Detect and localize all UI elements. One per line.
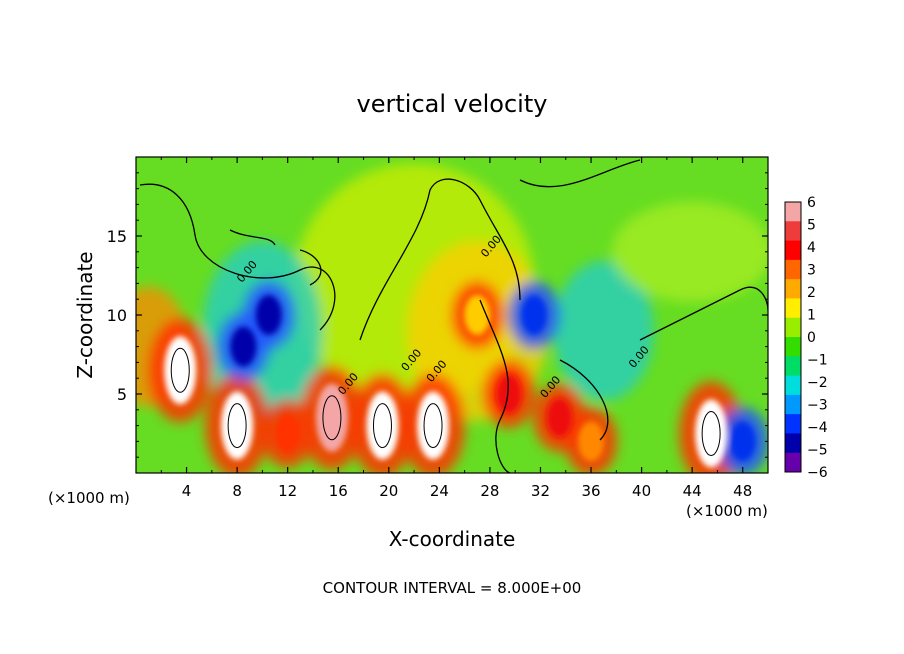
heatmap-band [553, 260, 654, 401]
zero-contour [479, 299, 511, 473]
heatmap-band [612, 201, 768, 302]
updraft-core [164, 336, 197, 405]
core-contour [227, 403, 247, 449]
colorbar-tick-label: 3 [807, 263, 816, 279]
colorbar-swatch [785, 375, 801, 396]
x-tick-label: 20 [379, 482, 398, 500]
x-tick-label: 36 [581, 482, 600, 500]
updraft-core [366, 391, 399, 460]
colorbar-tick-label: 6 [807, 195, 816, 211]
zero-contour [299, 249, 322, 286]
colorbar-tick-label: 0 [807, 330, 816, 346]
contour-interval-note: CONTOUR INTERVAL = 8.000E+00 [323, 579, 582, 597]
core-contour [372, 403, 392, 449]
colorbar-swatch [785, 452, 801, 473]
heatmap-field: 0.000.000.00 0.000.000.000.00 [136, 157, 768, 473]
colorbar-swatch [785, 240, 801, 261]
x-axis-label: X-coordinate [389, 527, 516, 551]
x-tick-label: 8 [232, 482, 242, 500]
colorbar-swatch [785, 221, 801, 242]
colorbar-swatch [785, 279, 801, 299]
updraft-core [274, 413, 301, 454]
chart-title: vertical velocity [357, 90, 548, 118]
zero-contour [229, 229, 276, 246]
zero-contour [359, 178, 521, 341]
colorbar-swatch [785, 394, 801, 415]
updraft-core [315, 383, 348, 452]
x-tick-label: 48 [733, 482, 752, 500]
colorbar-swatch [785, 337, 801, 357]
colorbar-swatch [785, 317, 801, 338]
colorbar-tick-label: −2 [807, 375, 828, 391]
colorbar: 6 5 4 3 2 1 0 −1 −2 −3 −4 −5 −6 [784, 195, 828, 481]
y-axis-label: Z-coordinate [73, 251, 97, 378]
core-contour [701, 411, 721, 456]
colorbar-tick-label: 5 [807, 218, 816, 234]
x-tick-label: 24 [430, 482, 449, 500]
x-tick-label: 40 [632, 482, 651, 500]
y-tick-label: 5 [117, 385, 127, 404]
x-tick-label: 16 [329, 482, 348, 500]
core-contour [170, 347, 190, 393]
colorbar-tick-label: −1 [807, 353, 828, 369]
updraft-core [417, 391, 450, 460]
downdraft-core [521, 295, 548, 335]
y-tick-label: 10 [107, 306, 127, 325]
x-unit-label-lower: (×1000 m) [686, 502, 768, 520]
x-unit-label: (×1000 m) [48, 489, 130, 507]
core-contour [423, 403, 443, 449]
downdraft-core [230, 326, 257, 367]
zero-contour [139, 183, 336, 331]
colorbar-swatch [785, 298, 801, 319]
x-tick-label: 12 [278, 482, 297, 500]
colorbar-swatch [785, 202, 801, 222]
updraft-core [495, 374, 522, 414]
zero-contour [559, 359, 609, 441]
updraft-core [578, 421, 605, 462]
zero-contour [639, 286, 768, 341]
colorbar-tick-label: −3 [807, 398, 828, 414]
updraft-core [221, 391, 254, 460]
colorbar-tick-label: 2 [807, 285, 816, 301]
zero-contour [519, 159, 641, 188]
colorbar-tick-label: −5 [807, 443, 828, 459]
colorbar-tick-label: 1 [807, 308, 816, 324]
y-tick-label: 15 [107, 227, 127, 246]
x-tick-label: 44 [683, 482, 702, 500]
downdraft-core [255, 295, 282, 335]
colorbar-swatch [785, 433, 801, 454]
colorbar-swatch [785, 259, 801, 280]
updraft-core [464, 295, 491, 335]
colorbar-tick-label: −6 [807, 465, 828, 481]
x-tick-label: 28 [480, 482, 499, 500]
colorbar-frame [784, 201, 802, 473]
updraft-core [695, 399, 728, 468]
downdraft-core [729, 421, 756, 462]
colorbar-swatch [785, 414, 801, 434]
colorbar-tick-label: 4 [807, 240, 816, 256]
core-contour [322, 395, 342, 441]
x-tick-label: 4 [182, 482, 192, 500]
x-tick-label: 32 [531, 482, 550, 500]
colorbar-swatch [785, 356, 801, 377]
colorbar-tick-label: −4 [807, 420, 828, 436]
updraft-core [546, 397, 573, 438]
